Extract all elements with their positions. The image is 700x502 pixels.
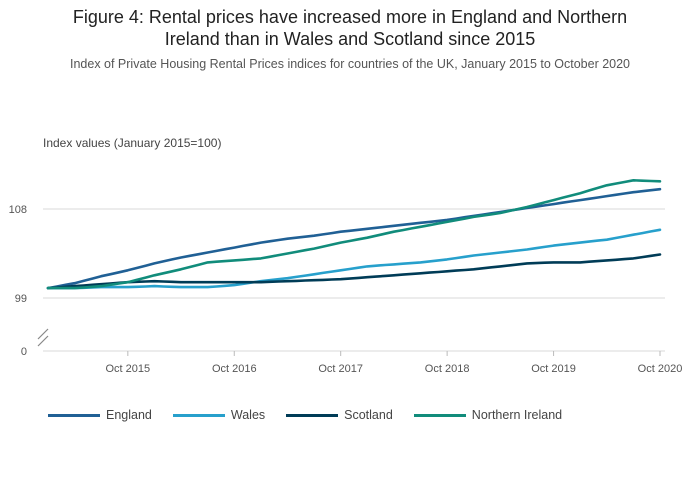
series-line-scotland — [46, 253, 662, 290]
legend-label-scotland: Scotland — [344, 408, 393, 422]
legend-label-wales: Wales — [230, 408, 266, 422]
legend-label-northern-ireland: Northern Ireland — [471, 408, 563, 422]
legend-label-england: England — [106, 408, 152, 422]
x-tick-label: Oct 2018 — [425, 363, 470, 375]
x-tick-label: Oct 2019 — [531, 363, 576, 375]
y-axis-title: Index values (January 2015=100) — [43, 136, 222, 150]
legend-swatch-wales — [172, 413, 225, 417]
y-tick-label-108: 108 — [9, 204, 27, 216]
x-tick-label: Oct 2020 — [638, 363, 683, 375]
legend-swatch-scotland — [286, 413, 339, 417]
legend-swatch-england — [48, 413, 100, 417]
legend-item-wales[interactable]: Wales — [172, 408, 266, 422]
chart-title-line-1: Figure 4: Rental prices have increased m… — [72, 7, 628, 27]
x-tick-label: Oct 2016 — [212, 363, 257, 375]
series-line-england — [46, 187, 662, 290]
chart-title: Figure 4: Rental prices have increased m… — [0, 6, 700, 50]
legend: England Wales Scotland Northern Ireland — [48, 408, 583, 422]
chart-title-line-2: Ireland than in Wales and Scotland since… — [164, 29, 536, 49]
series-line-northern-ireland — [46, 179, 662, 290]
legend-swatch-northern-ireland — [413, 413, 466, 417]
axis-break-mark — [37, 328, 49, 340]
series-line-wales — [46, 228, 662, 290]
y-tick-label-99: 99 — [15, 293, 27, 305]
chart-subtitle: Index of Private Housing Rental Prices i… — [69, 57, 631, 71]
legend-item-northern-ireland[interactable]: Northern Ireland — [413, 408, 563, 422]
x-tick-label: Oct 2017 — [318, 363, 363, 375]
axis-break-mark — [37, 335, 49, 347]
legend-item-england[interactable]: England — [48, 408, 152, 422]
line-chart: 0 99 108 Oct 2015 Oct 2016 Oct 2017 Oct 2018 Oc… — [9, 179, 683, 375]
y-tick-label-0: 0 — [21, 346, 27, 358]
x-tick-label: Oct 2015 — [106, 363, 151, 375]
legend-item-scotland[interactable]: Scotland — [286, 408, 393, 422]
